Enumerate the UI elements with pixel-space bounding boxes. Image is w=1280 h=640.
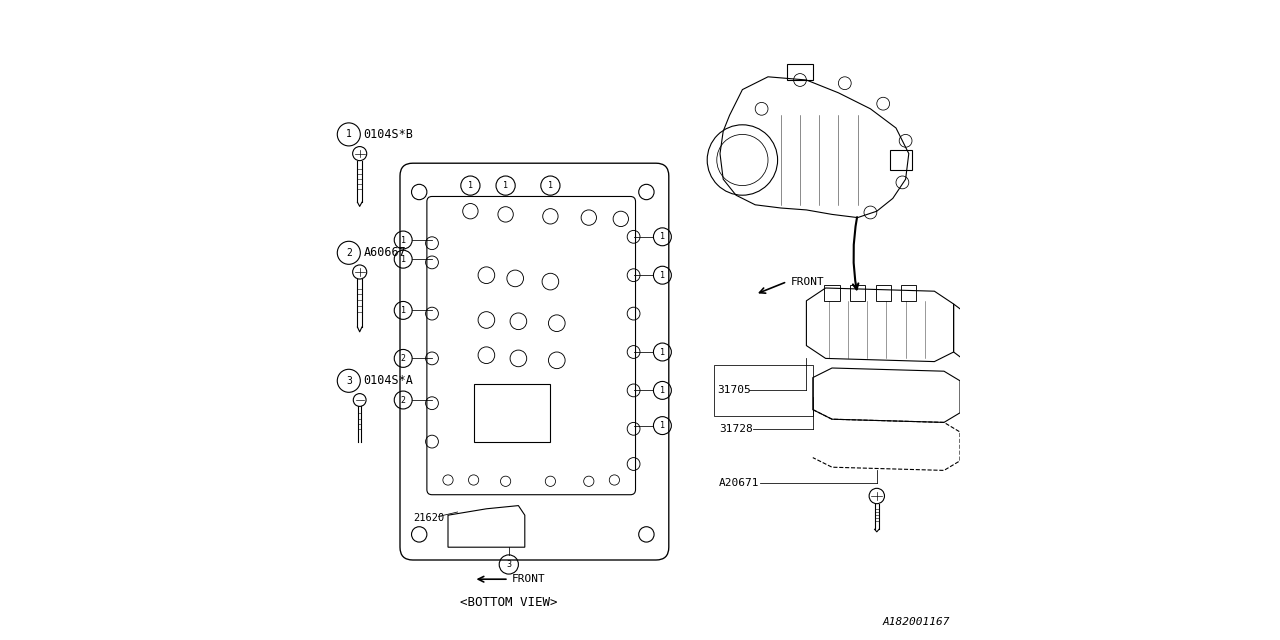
Text: 2: 2	[346, 248, 352, 258]
Text: 2: 2	[401, 354, 406, 363]
Text: <BOTTOM VIEW>: <BOTTOM VIEW>	[460, 596, 558, 609]
Bar	[474, 384, 550, 442]
Text: 31705: 31705	[717, 385, 750, 396]
Bar	[850, 285, 865, 301]
Text: 1: 1	[660, 421, 664, 430]
Text: FRONT: FRONT	[512, 574, 545, 584]
Bar	[876, 285, 891, 301]
Text: 1: 1	[401, 306, 406, 315]
Text: 1: 1	[660, 271, 664, 280]
Text: A182001167: A182001167	[883, 617, 950, 627]
Text: 1: 1	[660, 348, 664, 356]
Text: 1: 1	[346, 129, 352, 140]
Text: 1: 1	[660, 232, 664, 241]
Text: 1: 1	[468, 181, 472, 190]
Bar	[901, 285, 916, 301]
Text: 0104S*B: 0104S*B	[364, 128, 413, 141]
Bar	[824, 285, 840, 301]
Text: 0104S*A: 0104S*A	[364, 374, 413, 387]
Text: 3: 3	[346, 376, 352, 386]
Bar	[890, 150, 911, 170]
Text: A60667: A60667	[364, 246, 406, 259]
Text: A20671: A20671	[719, 478, 759, 488]
Text: 2: 2	[401, 396, 406, 404]
Text: 3: 3	[507, 560, 511, 569]
Text: 1: 1	[401, 255, 406, 264]
Text: FRONT: FRONT	[791, 276, 824, 287]
Text: 1: 1	[548, 181, 553, 190]
Bar	[714, 365, 813, 416]
Bar	[787, 64, 813, 80]
Text: 31728: 31728	[719, 424, 753, 434]
Text: 1: 1	[401, 236, 406, 244]
Text: 1: 1	[660, 386, 664, 395]
Text: 21620: 21620	[412, 513, 444, 524]
Text: 1: 1	[503, 181, 508, 190]
